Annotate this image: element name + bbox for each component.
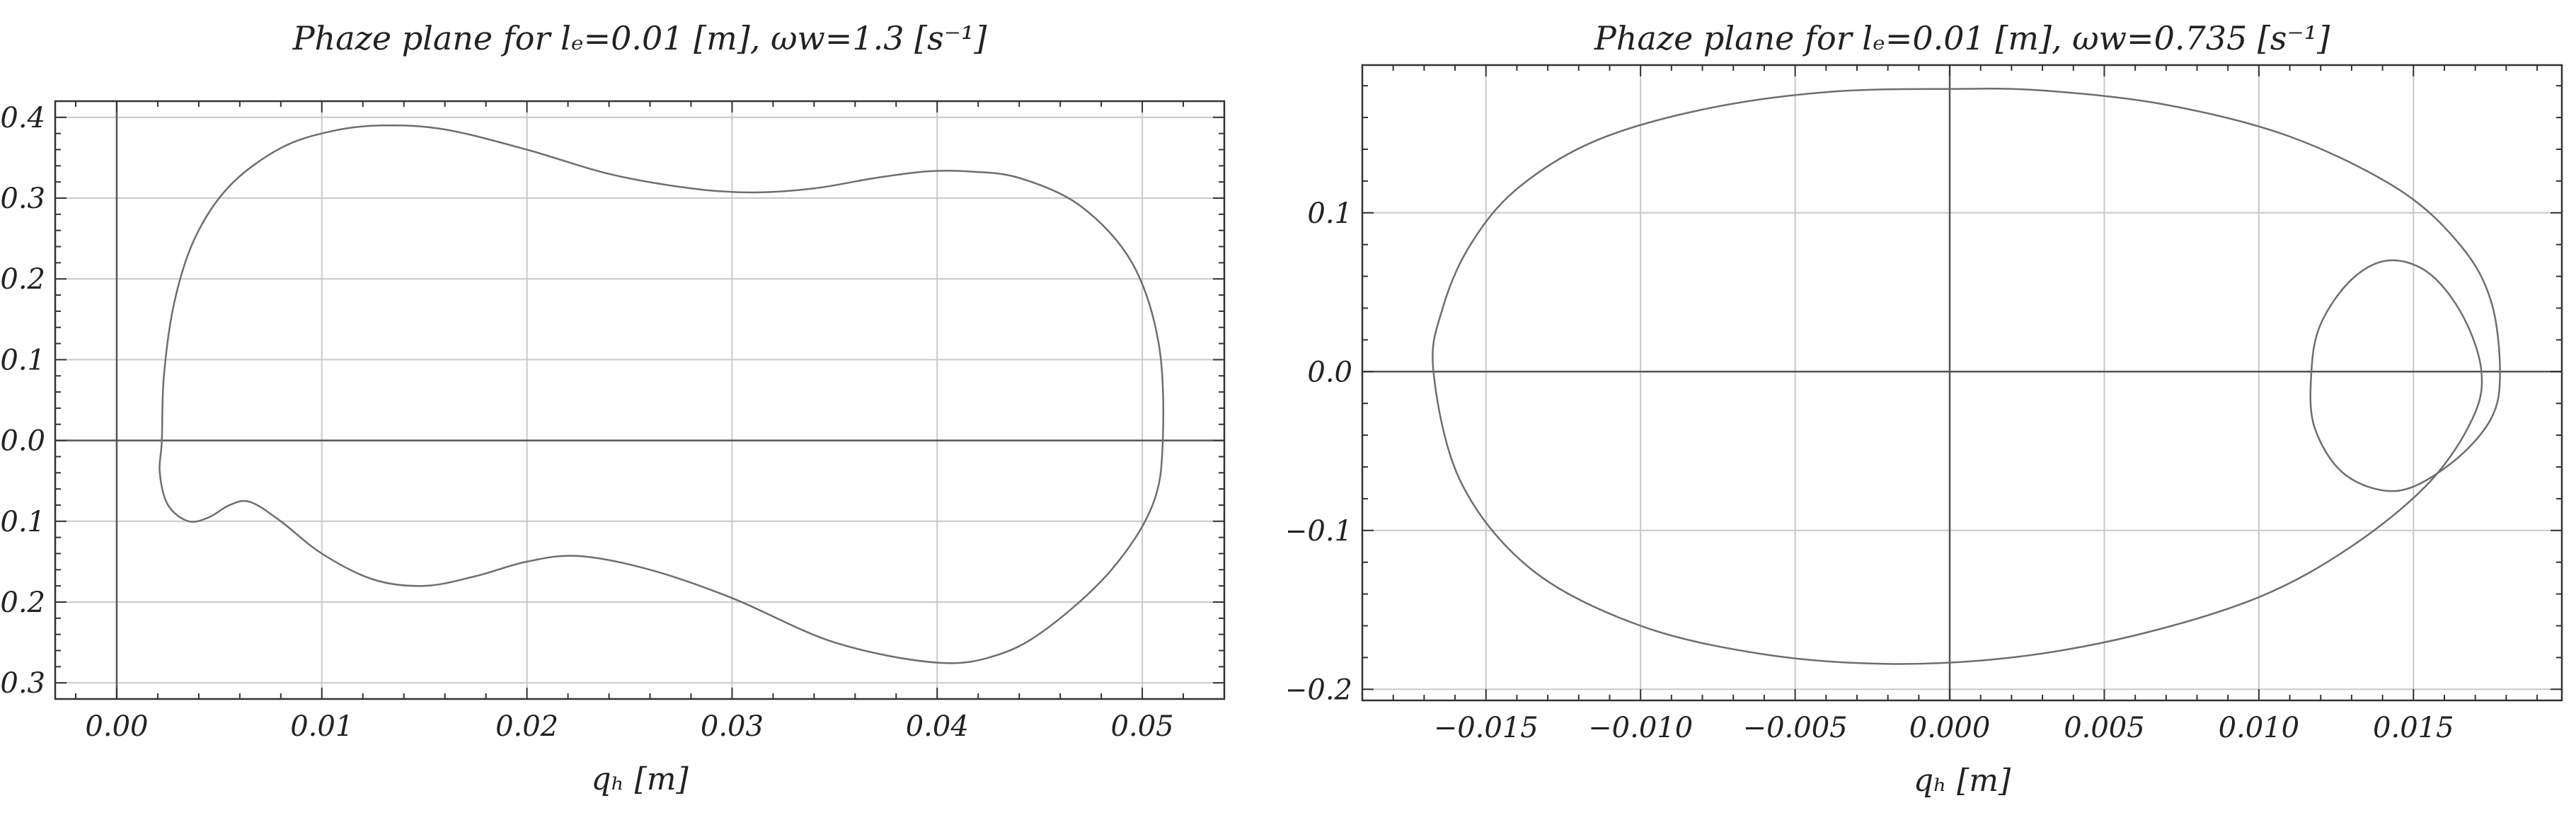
trajectory-point [1432,371,1434,372]
trajectory-point [1825,91,1827,93]
trajectory-point [926,171,928,172]
x-axis-label: qₕ [m] [1914,763,2011,799]
trajectory-point [1470,244,1471,245]
x-tick-label: 0.01 [290,710,353,743]
plot-frame [1361,64,2563,702]
x-tick-label: −0.005 [1743,712,1848,744]
trajectory-point [173,302,175,304]
y-tick-label: 0.0 [0,425,45,458]
trajectory-point [161,440,163,441]
trajectory-point [2480,371,2482,372]
phase-trajectory-line [159,124,1165,664]
trajectory-point [229,504,230,506]
y-tick-label: 0.4 [0,102,45,134]
plot-frame [54,100,1226,700]
trajectory-point [2258,596,2260,598]
trajectory-point [2289,136,2291,137]
trajectory-point [331,130,333,132]
x-tick-label: 0.005 [2064,712,2145,744]
y-tick-label: 0.3 [0,183,45,215]
trajectory-point [2311,371,2312,372]
x-tick-label: 0.000 [1909,712,1991,744]
trajectory-point [280,147,282,149]
trajectory-point [1152,504,1154,506]
trajectory-point [321,553,323,555]
trajectory-point [2450,463,2451,465]
x-tick-label: 0.05 [1111,710,1174,743]
x-tick-label: −0.015 [1434,712,1539,744]
x-tick-label: 0.04 [906,710,969,743]
chart-title: Phaze plane for lₑ=0.01 [m], ωw=0.735 [s… [1594,19,2330,57]
x-tick-label: 0.02 [495,710,558,743]
trajectory-point [2490,419,2492,420]
trajectory-point [2459,244,2461,245]
x-tick-label: 0.03 [701,710,764,743]
trajectory-point [1949,88,1950,90]
chart-title: Phaze plane for lₑ=0.01 [m], ωw=1.3 [s⁻¹… [292,19,987,57]
trajectory-point [813,187,815,189]
y-tick-label: 0.1 [0,344,45,376]
trajectory-point [1640,625,1641,627]
trajectory-point [2011,657,2012,659]
y-tick-label: −0.1 [1288,515,1352,548]
trajectory-point [2471,419,2473,420]
phase-plane-chart-left: 0.00 0.01 0.02 0.03 0.04 0.05 −0.3 −0.2 −0.1 0.0 0… [0,19,1226,797]
trajectory-point [936,662,938,664]
trajectory-point [2351,279,2352,280]
x-tick-label: 0.00 [85,710,148,743]
y-tick-label: 0.1 [1307,197,1352,230]
y-tick-label: −0.3 [0,667,45,700]
trajectory-point [577,555,579,557]
y-tick-label: 0.2 [0,263,45,296]
trajectory-point [834,642,835,643]
trajectory-point [229,185,230,187]
x-tick-label: 0.015 [2373,712,2454,744]
y-tick-label: −0.1 [0,506,45,538]
phase-plane-chart-right: −0.015 −0.010 −0.005 0.000 0.005 0.010 0.015 −0… [1288,19,2563,799]
trajectory-point [424,585,425,587]
trajectory-point [2351,545,2352,547]
trajectory-point [383,125,384,126]
trajectory-point [2388,260,2389,261]
y-tick-label: −0.2 [1288,674,1352,706]
x-axis-label: qₕ [m] [591,761,689,797]
phase-trajectory-line [1432,87,2501,665]
y-tick-label: −0.2 [0,587,45,619]
trajectory-point [2428,272,2430,274]
trajectory-point [2042,90,2043,91]
trajectory-point [967,171,969,172]
trajectory-point [1701,109,1703,110]
x-tick-label: −0.010 [1588,712,1693,744]
trajectory-point [2490,299,2492,301]
y-tick-label: 0.0 [1307,356,1352,388]
trajectory-point [1158,343,1159,345]
x-tick-label: 0.010 [2219,712,2300,744]
